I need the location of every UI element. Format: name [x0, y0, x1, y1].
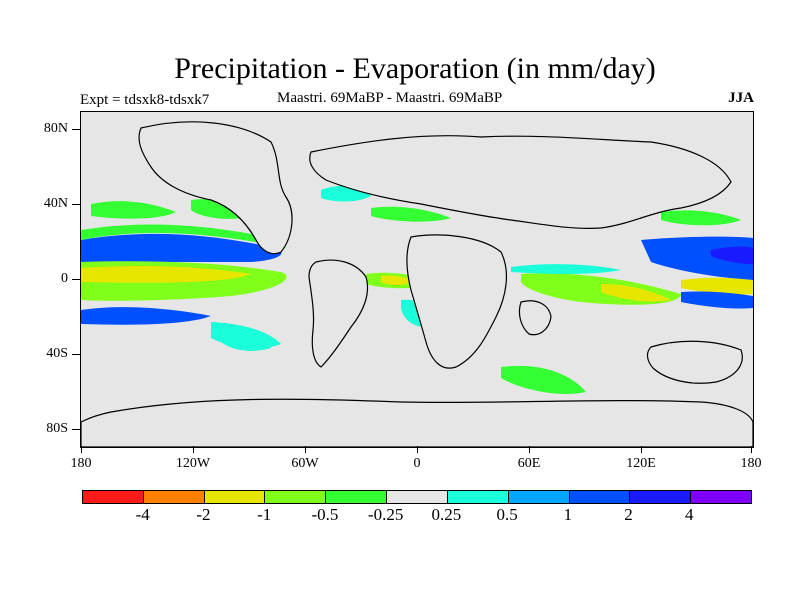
colorbar-cell — [630, 491, 692, 503]
west-pacific-dry — [681, 277, 753, 295]
y-tick-label: 40S — [46, 346, 68, 361]
y-tick-label: 40N — [43, 196, 68, 211]
south-pacific-cyan — [221, 332, 271, 351]
colorbar-label: 4 — [685, 505, 694, 524]
australia-land — [646, 340, 743, 384]
north-pacific-green — [91, 201, 176, 219]
x-tick-label: 120E — [626, 456, 656, 471]
west-pacific-wet-core — [711, 246, 753, 264]
colorbar-cell — [387, 491, 448, 503]
west-pacific-south — [681, 291, 753, 309]
y-tick-mark — [72, 279, 80, 280]
map-svg — [81, 121, 753, 447]
colorbar-label: -4 — [135, 505, 150, 524]
y-tick-label: 80S — [46, 421, 68, 436]
atlantic-dry-core — [381, 275, 415, 285]
colorbar-label: -2 — [196, 505, 211, 524]
map-panel — [80, 111, 754, 448]
antarctica-land — [81, 398, 753, 447]
colorbar-label: 2 — [624, 505, 633, 524]
colorbar-cell — [83, 491, 144, 503]
colorbar-cell — [326, 491, 388, 503]
colorbar-cell — [447, 491, 509, 503]
x-tick-mark — [81, 446, 82, 453]
y-tick-label: 0 — [61, 271, 68, 286]
colorbar-label: -1 — [257, 505, 272, 524]
x-tick-label: 180 — [70, 456, 92, 471]
colorbar-label: -0.25 — [367, 505, 404, 524]
pacific-wet-band-north-outer — [81, 224, 286, 248]
colorbar-cell — [204, 491, 266, 503]
x-tick-label: 0 — [413, 456, 421, 471]
x-tick-mark — [529, 446, 530, 453]
indian-cyan — [511, 264, 621, 274]
pacific-wet-south — [81, 307, 211, 325]
x-tick-mark — [751, 446, 752, 453]
west-pacific-green — [661, 210, 741, 226]
colorbar — [82, 490, 752, 504]
period-label: Maastri. 69MaBP - Maastri. 69MaBP — [277, 90, 503, 106]
experiment-label: Expt = tdsxk8-tdsxk7 — [80, 92, 210, 108]
land-masses — [81, 121, 753, 447]
x-tick-label: 120W — [175, 456, 211, 471]
x-tick-mark — [417, 446, 418, 453]
pacific-dry-core — [81, 266, 251, 283]
colorbar-label: -0.5 — [311, 505, 339, 524]
x-tick-label: 180 — [740, 456, 762, 471]
x-tick-mark — [193, 446, 194, 453]
colorbar-cell — [569, 491, 631, 503]
colorbar-cell — [265, 491, 327, 503]
colorbar-label: 0.5 — [496, 505, 518, 524]
colorbar-cell — [508, 491, 570, 503]
africa-land — [406, 234, 507, 369]
y-tick-label: 80N — [43, 121, 68, 136]
atlantic-green-north — [371, 206, 451, 222]
y-tick-mark — [72, 129, 80, 130]
india-madagascar-land — [518, 300, 552, 336]
colorbar-cell — [691, 491, 751, 503]
north-america-land — [138, 121, 293, 255]
season-label: JJA — [728, 90, 754, 106]
colorbar-label: 0.25 — [431, 505, 462, 524]
x-tick-mark — [641, 446, 642, 453]
y-tick-mark — [72, 354, 80, 355]
y-tick-mark — [72, 429, 80, 430]
y-tick-mark — [72, 204, 80, 205]
plot-title: Precipitation - Evaporation (in mm/day) — [174, 52, 656, 85]
x-tick-label: 60E — [517, 456, 541, 471]
x-tick-label: 60W — [291, 456, 319, 471]
europe-asia-land — [309, 135, 732, 229]
colorbar-label: 1 — [563, 505, 573, 524]
pacific-wet-band-north — [81, 233, 282, 262]
colorbar-cell — [143, 491, 205, 503]
west-pacific-wet — [641, 236, 753, 280]
south-america-land — [308, 259, 369, 368]
south-indian-green — [501, 365, 586, 395]
indian-dry-core — [601, 284, 671, 302]
x-tick-mark — [305, 446, 306, 453]
